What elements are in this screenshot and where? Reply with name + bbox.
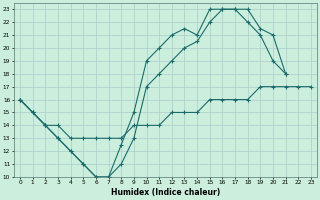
X-axis label: Humidex (Indice chaleur): Humidex (Indice chaleur) — [111, 188, 220, 197]
